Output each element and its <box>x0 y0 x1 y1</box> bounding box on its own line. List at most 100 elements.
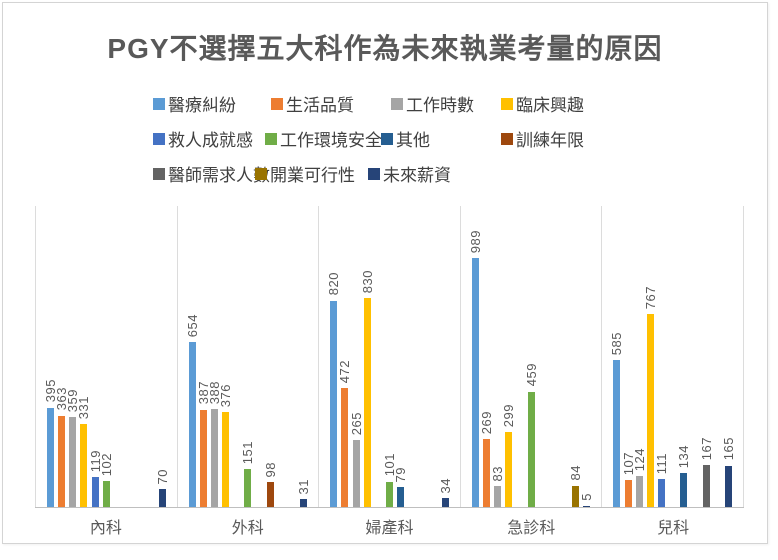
bar-series-3[interactable] <box>69 416 77 507</box>
legend-item-9[interactable]: 醫師需求人數 <box>153 161 270 186</box>
bar-value-label: 34 <box>437 477 453 494</box>
bar-series-6[interactable] <box>244 469 252 507</box>
bar-series-9[interactable] <box>702 465 710 507</box>
bar-value-label: 299 <box>501 403 517 427</box>
legend-swatch-icon <box>265 132 277 145</box>
bar-series-2[interactable] <box>624 480 632 507</box>
bar-series-3[interactable] <box>635 475 643 507</box>
legend-swatch-icon <box>255 167 267 180</box>
bar-series-2[interactable] <box>341 388 349 507</box>
bar-slot: 820 <box>326 206 341 507</box>
bar-series-11[interactable] <box>300 499 308 507</box>
bar-series-11[interactable] <box>724 465 732 507</box>
category-group-5: 585 107 124 767 111 134 167 165 <box>601 206 744 507</box>
bar-slot: 79 <box>393 206 409 507</box>
bar-slot: 124 <box>632 206 647 507</box>
bar-value-label: 102 <box>98 453 114 477</box>
legend-item-5[interactable]: 救人成就感 <box>153 126 253 151</box>
legend-item-3[interactable]: 工作時數 <box>391 91 474 116</box>
legend-item-4[interactable]: 臨床興趣 <box>501 91 584 116</box>
bar-series-6[interactable] <box>385 481 393 507</box>
legend-swatch-icon <box>381 132 393 145</box>
bar-value-label: 376 <box>218 384 234 408</box>
bar-value-label: 167 <box>698 436 714 460</box>
bar-slot: 585 <box>609 206 625 507</box>
bar-value-label: 151 <box>240 440 256 464</box>
bar-value-label: 459 <box>523 363 539 387</box>
legend-label: 未來薪資 <box>383 166 451 185</box>
bar-slot: 359 <box>65 206 80 507</box>
bar-slot <box>408 206 415 507</box>
bar-slot: 299 <box>501 206 517 507</box>
bar-slot: 269 <box>478 206 494 507</box>
bar-slot: 331 <box>76 206 91 507</box>
legend-item-2[interactable]: 生活品質 <box>271 91 354 116</box>
legend-swatch-icon <box>153 132 165 145</box>
bar-slot: 107 <box>621 206 636 507</box>
bar-slot: 165 <box>721 206 736 507</box>
legend-item-11[interactable]: 未來薪資 <box>368 161 451 186</box>
bar-series-5[interactable] <box>91 477 99 507</box>
bar-slot: 472 <box>337 206 353 507</box>
bar-slot: 387 <box>196 206 211 507</box>
bar-series-4[interactable] <box>80 423 88 507</box>
category-group-3: 820 472 265 830 101 79 34 <box>318 206 460 507</box>
bar-slot: 459 <box>523 206 539 507</box>
category-label-5: 兒科 <box>657 520 690 537</box>
bar-slot: 31 <box>296 206 311 507</box>
bar-series-3[interactable] <box>352 440 360 507</box>
bar-series-1[interactable] <box>471 258 479 507</box>
bar-slot <box>289 206 296 507</box>
bar-series-5[interactable] <box>658 479 665 507</box>
bar-series-10[interactable] <box>572 485 580 507</box>
bar-series-2[interactable] <box>58 415 66 507</box>
bar-series-4[interactable] <box>505 431 513 507</box>
legend-item-1[interactable]: 醫療糾紛 <box>153 91 236 116</box>
bar-value-label: 472 <box>337 360 353 384</box>
bar-slot <box>278 206 285 507</box>
bar-series-4[interactable] <box>363 298 371 507</box>
legend-item-6[interactable]: 工作環境安全 <box>265 126 382 151</box>
bar-value-label: 585 <box>609 331 625 355</box>
bar-series-3[interactable] <box>210 409 218 507</box>
bar-value-label: 265 <box>348 412 364 436</box>
bar-slot: 151 <box>240 206 256 507</box>
bar-value-label: 111 <box>654 452 669 475</box>
bar-series-1[interactable] <box>47 407 54 507</box>
bar-slot: 167 <box>698 206 714 507</box>
legend-label: 醫師需求人數 <box>168 166 270 185</box>
bar-value-label: 269 <box>478 411 494 435</box>
bar-value-label: 79 <box>393 466 409 483</box>
bar-series-1[interactable] <box>330 300 338 507</box>
bar-series-6[interactable] <box>527 391 535 507</box>
bar-series-3[interactable] <box>494 486 502 507</box>
bar-series-8[interactable] <box>266 482 274 507</box>
bar-slot <box>114 206 121 507</box>
bar-slot: 101 <box>382 206 397 507</box>
bar-series-11[interactable] <box>441 498 449 507</box>
bar-series-2[interactable] <box>199 409 207 507</box>
category-group-2: 654 387 388 376 151 98 31 <box>176 206 319 507</box>
legend-item-7[interactable]: 其他 <box>381 126 430 151</box>
bar-slot: 654 <box>185 206 200 507</box>
bar-series-1[interactable] <box>188 342 196 507</box>
bar-series-4[interactable] <box>646 314 654 507</box>
bar-slot: 111 <box>654 206 669 507</box>
legend-swatch-icon <box>153 97 165 110</box>
bar-series-7[interactable] <box>397 487 405 507</box>
bar-series-11[interactable] <box>583 505 591 507</box>
bar-series-4[interactable] <box>222 412 230 507</box>
legend-item-10[interactable]: 開業可行性 <box>255 161 355 186</box>
bar-slot: 395 <box>43 206 58 507</box>
bar-slot: 5 <box>579 206 594 507</box>
chart-frame: PGY不選擇五大科作為未來執業考量的原因 醫療糾紛 生活品質 工作時數 臨床興趣 救人成… <box>2 2 768 544</box>
legend-item-8[interactable]: 訓練年限 <box>501 126 584 151</box>
bar-series-7[interactable] <box>680 473 688 507</box>
bar-series-2[interactable] <box>482 439 490 507</box>
bar-series-6[interactable] <box>102 481 110 507</box>
legend-label: 開業可行性 <box>270 166 355 185</box>
legend-label: 工作環境安全 <box>280 131 382 150</box>
bar-series-11[interactable] <box>158 489 166 507</box>
bar-slot: 102 <box>98 206 114 507</box>
bar-series-1[interactable] <box>613 359 621 507</box>
